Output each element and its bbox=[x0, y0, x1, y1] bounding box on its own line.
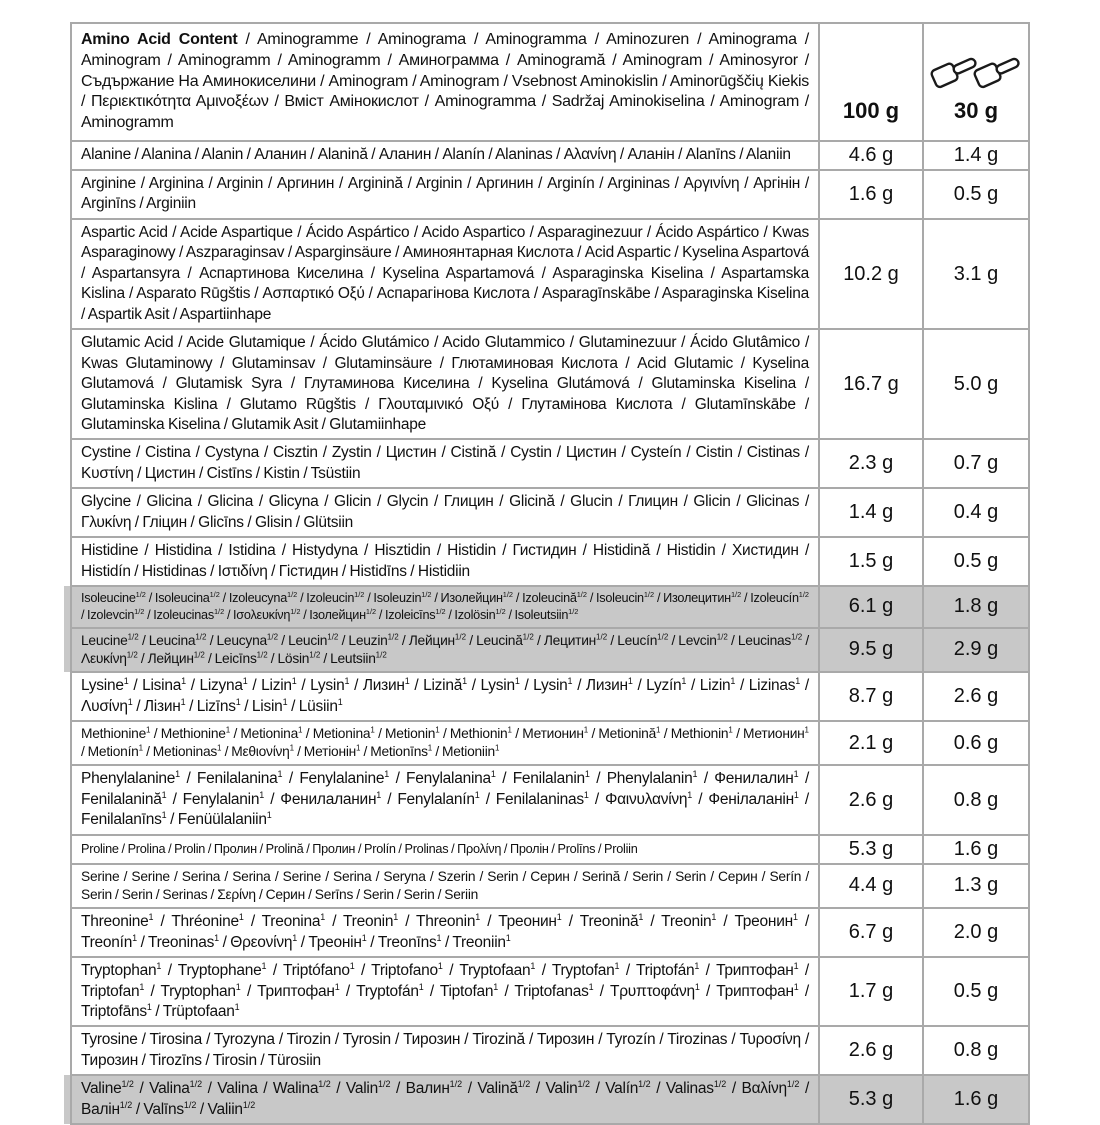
value-per-100g: 1.4 g bbox=[818, 487, 924, 539]
amino-acid-table: Amino Acid Content / Aminogramme / Amino… bbox=[70, 22, 1030, 1125]
amino-name: Leucine1/2 / Leucina1/2 / Leucyna1/2 / L… bbox=[70, 626, 820, 674]
amino-name: Methionine1 / Methionine1 / Metionina1 /… bbox=[70, 719, 820, 767]
table-row: Tryptophan1 / Tryptophane1 / Triptófano1… bbox=[70, 956, 1030, 1028]
table-row: Alanine / Alanina / Alanin / Аланин / Al… bbox=[70, 139, 1030, 171]
table-row: Serine / Serine / Serina / Serina / Seri… bbox=[70, 862, 1030, 910]
value-per-100g: 5.3 g bbox=[818, 833, 924, 865]
value-per-100g: 16.7 g bbox=[818, 328, 924, 441]
value-per-30g: 5.0 g bbox=[922, 328, 1030, 441]
table-row: Histidine / Histidina / Istidina / Histy… bbox=[70, 536, 1030, 588]
amino-name: Aspartic Acid / Acide Aspartique / Ácido… bbox=[70, 217, 820, 331]
table-row: Threonine1 / Thréonine1 / Treonina1 / Tr… bbox=[70, 907, 1030, 959]
column-header-100g: 100 g bbox=[818, 22, 924, 142]
amino-name: Phenylalanine1 / Fenilalanina1 / Fenylal… bbox=[70, 764, 820, 836]
table-row: Arginine / Arginina / Arginin / Аргинин … bbox=[70, 168, 1030, 220]
value-per-30g: 2.6 g bbox=[922, 671, 1030, 722]
amino-name: Serine / Serine / Serina / Serina / Seri… bbox=[70, 862, 820, 910]
value-per-30g: 0.8 g bbox=[922, 764, 1030, 836]
value-per-30g: 3.1 g bbox=[922, 217, 1030, 331]
table-row: Tyrosine / Tirosina / Tyrozyna / Tirozin… bbox=[70, 1025, 1030, 1077]
table-row: Isoleucine1/2 / Isoleucina1/2 / Izoleucy… bbox=[70, 585, 1030, 629]
value-per-30g: 0.7 g bbox=[922, 438, 1030, 490]
value-per-30g: 2.0 g bbox=[922, 907, 1030, 959]
value-per-30g: 1.4 g bbox=[922, 139, 1030, 171]
value-per-100g: 6.7 g bbox=[818, 907, 924, 959]
value-per-30g: 0.4 g bbox=[922, 487, 1030, 539]
table-row: Glycine / Glicina / Glicina / Glicyna / … bbox=[70, 487, 1030, 539]
value-per-100g: 2.3 g bbox=[818, 438, 924, 490]
table-row: Phenylalanine1 / Fenilalanina1 / Fenylal… bbox=[70, 764, 1030, 836]
value-per-30g: 1.3 g bbox=[922, 862, 1030, 910]
value-per-30g: 0.5 g bbox=[922, 956, 1030, 1028]
column-header-30g-label: 30 g bbox=[953, 97, 999, 123]
amino-name: Proline / Prolina / Prolin / Пролин / Pr… bbox=[70, 833, 820, 865]
nutrition-panel: Amino Acid Content / Aminogramme / Amino… bbox=[70, 22, 1030, 1125]
value-per-100g: 6.1 g bbox=[818, 585, 924, 629]
nutrition-label-page: { "colors": { "highlight": "#c8c8c8", "b… bbox=[70, 22, 1030, 1125]
value-per-30g: 0.8 g bbox=[922, 1025, 1030, 1077]
table-row: Proline / Prolina / Prolin / Пролин / Pr… bbox=[70, 833, 1030, 865]
column-header-30g: 30 g bbox=[922, 22, 1030, 142]
table-row: Cystine / Cistina / Cystyna / Cisztin / … bbox=[70, 438, 1030, 490]
value-per-30g: 0.5 g bbox=[922, 168, 1030, 220]
value-per-30g: 1.8 g bbox=[922, 585, 1030, 629]
table-row: Methionine1 / Methionine1 / Metionina1 /… bbox=[70, 719, 1030, 767]
amino-name: Glycine / Glicina / Glicina / Glicyna / … bbox=[70, 487, 820, 539]
value-per-100g: 9.5 g bbox=[818, 626, 924, 674]
amino-name: Histidine / Histidina / Istidina / Histy… bbox=[70, 536, 820, 588]
amino-name: Threonine1 / Thréonine1 / Treonina1 / Tr… bbox=[70, 907, 820, 959]
value-per-30g: 1.6 g bbox=[922, 833, 1030, 865]
amino-name: Arginine / Arginina / Arginin / Аргинин … bbox=[70, 168, 820, 220]
amino-name: Lysine1 / Lisina1 / Lizyna1 / Lizin1 / L… bbox=[70, 671, 820, 722]
amino-name: Tryptophan1 / Tryptophane1 / Triptófano1… bbox=[70, 956, 820, 1028]
amino-name: Glutamic Acid / Acide Glutamique / Ácido… bbox=[70, 328, 820, 441]
table-title: Amino Acid Content / Aminogramme / Amino… bbox=[70, 22, 820, 142]
value-per-100g: 4.4 g bbox=[818, 862, 924, 910]
amino-name: Tyrosine / Tirosina / Tyrozyna / Tirozin… bbox=[70, 1025, 820, 1077]
amino-table-body: Alanine / Alanina / Alanin / Аланин / Al… bbox=[70, 139, 1030, 1125]
value-per-100g: 2.1 g bbox=[818, 719, 924, 767]
scoops-icon bbox=[930, 50, 1022, 92]
value-per-100g: 8.7 g bbox=[818, 671, 924, 722]
table-title-translations: / Aminogramme / Aminograma / Aminogramma… bbox=[81, 31, 809, 132]
value-per-100g: 4.6 g bbox=[818, 139, 924, 171]
table-row: Leucine1/2 / Leucina1/2 / Leucyna1/2 / L… bbox=[70, 626, 1030, 674]
value-per-30g: 0.6 g bbox=[922, 719, 1030, 767]
value-per-100g: 1.5 g bbox=[818, 536, 924, 588]
value-per-100g: 1.7 g bbox=[818, 956, 924, 1028]
amino-name: Isoleucine1/2 / Isoleucina1/2 / Izoleucy… bbox=[70, 585, 820, 629]
table-title-primary: Amino Acid Content bbox=[81, 31, 238, 48]
table-row: Glutamic Acid / Acide Glutamique / Ácido… bbox=[70, 328, 1030, 441]
column-header-100g-label: 100 g bbox=[842, 97, 900, 123]
table-row: Aspartic Acid / Acide Aspartique / Ácido… bbox=[70, 217, 1030, 331]
amino-name: Cystine / Cistina / Cystyna / Cisztin / … bbox=[70, 438, 820, 490]
value-per-30g: 2.9 g bbox=[922, 626, 1030, 674]
value-per-100g: 1.6 g bbox=[818, 168, 924, 220]
table-row: Lysine1 / Lisina1 / Lizyna1 / Lizin1 / L… bbox=[70, 671, 1030, 722]
amino-name: Alanine / Alanina / Alanin / Аланин / Al… bbox=[70, 139, 820, 171]
value-per-100g: 2.6 g bbox=[818, 1025, 924, 1077]
value-per-100g: 2.6 g bbox=[818, 764, 924, 836]
value-per-30g: 0.5 g bbox=[922, 536, 1030, 588]
header-row: Amino Acid Content / Aminogramme / Amino… bbox=[70, 22, 1030, 142]
value-per-100g: 10.2 g bbox=[818, 217, 924, 331]
